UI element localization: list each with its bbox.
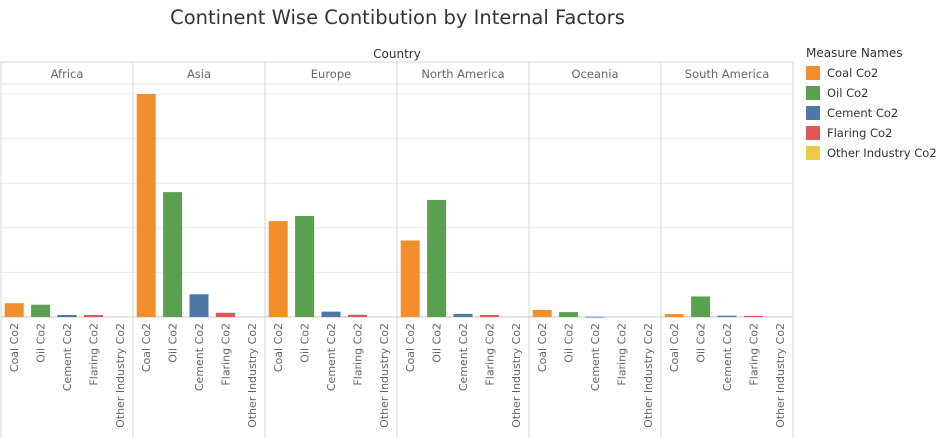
bar[interactable] (717, 315, 737, 317)
x-tick-label: Coal Co2 (404, 323, 417, 372)
bar[interactable] (4, 303, 24, 317)
bar[interactable] (400, 240, 420, 317)
panel-label: Africa (51, 67, 84, 81)
x-tick-label: Oil Co2 (695, 323, 708, 363)
legend-swatch (806, 146, 820, 160)
x-tick-label: Flaring Co2 (747, 323, 760, 386)
legend-title: Measure Names (806, 46, 903, 60)
x-tick-label: Flaring Co2 (219, 323, 232, 386)
panel-label: Asia (187, 67, 211, 81)
x-tick-label: Coal Co2 (668, 323, 681, 372)
bar[interactable] (136, 94, 156, 317)
x-tick-label: Cement Co2 (721, 323, 734, 391)
bar[interactable] (347, 314, 367, 317)
bar[interactable] (215, 312, 235, 317)
x-tick-label: Other Industry Co2 (246, 323, 259, 428)
bar[interactable] (163, 192, 183, 317)
x-tick-label: Other Industry Co2 (378, 323, 391, 428)
x-tick-label: Coal Co2 (140, 323, 153, 372)
panel-label: North America (421, 67, 504, 81)
x-tick-label: Flaring Co2 (483, 323, 496, 386)
legend-label: Other Industry Co2 (827, 146, 937, 160)
legend-swatch (806, 126, 820, 140)
legend-item[interactable]: Oil Co2 (806, 83, 945, 103)
bar[interactable] (427, 199, 447, 317)
x-tick-label: Other Industry Co2 (114, 323, 127, 428)
x-tick-label: Other Industry Co2 (642, 323, 655, 428)
x-tick-label: Coal Co2 (536, 323, 549, 372)
legend-swatch (806, 66, 820, 80)
x-tick-label: Coal Co2 (272, 323, 285, 372)
legend-label: Oil Co2 (827, 86, 869, 100)
legend-label: Flaring Co2 (827, 126, 893, 140)
bar[interactable] (453, 313, 473, 317)
x-tick-label: Coal Co2 (8, 323, 21, 372)
chart-title: Continent Wise Contibution by Internal F… (170, 6, 625, 29)
legend-label: Coal Co2 (827, 66, 879, 80)
x-tick-label: Oil Co2 (431, 323, 444, 363)
x-tick-label: Oil Co2 (35, 323, 48, 363)
legend-item[interactable]: Flaring Co2 (806, 123, 945, 143)
x-tick-label: Flaring Co2 (87, 323, 100, 386)
x-tick-label: Cement Co2 (325, 323, 338, 391)
x-tick-label: Other Industry Co2 (510, 323, 523, 428)
bar[interactable] (691, 296, 711, 317)
bar[interactable] (585, 316, 605, 318)
legend: Measure Names Coal Co2 Oil Co2 Cement Co2 F… (806, 46, 945, 163)
bar[interactable] (743, 315, 763, 317)
column-header: Country (373, 47, 421, 61)
x-tick-label: Cement Co2 (589, 323, 602, 391)
bar[interactable] (57, 314, 77, 317)
legend-item[interactable]: Cement Co2 (806, 103, 945, 123)
x-tick-label: Cement Co2 (193, 323, 206, 391)
legend-swatch (806, 106, 820, 120)
bar[interactable] (664, 314, 684, 317)
bar[interactable] (189, 294, 209, 317)
legend-item[interactable]: Coal Co2 (806, 63, 945, 83)
panel-label: Oceania (571, 67, 618, 81)
bar[interactable] (321, 311, 341, 317)
x-tick-label: Oil Co2 (167, 323, 180, 363)
x-tick-label: Flaring Co2 (351, 323, 364, 386)
bar[interactable] (559, 312, 579, 317)
legend-label: Cement Co2 (827, 106, 899, 120)
x-tick-label: Cement Co2 (61, 323, 74, 391)
panel-label: Europe (311, 67, 351, 81)
bar[interactable] (31, 304, 51, 317)
bar[interactable] (532, 309, 552, 317)
x-tick-label: Oil Co2 (299, 323, 312, 363)
bar[interactable] (479, 314, 499, 317)
x-tick-label: Oil Co2 (563, 323, 576, 363)
legend-item[interactable]: Other Industry Co2 (806, 143, 945, 163)
x-tick-label: Cement Co2 (457, 323, 470, 391)
panel-label: South America (685, 67, 770, 81)
x-tick-label: Other Industry Co2 (774, 323, 787, 428)
bar[interactable] (268, 221, 288, 317)
legend-swatch (806, 86, 820, 100)
x-tick-label: Flaring Co2 (615, 323, 628, 386)
bar[interactable] (83, 314, 103, 317)
bar[interactable] (295, 215, 315, 317)
bar-chart: Country Africa Asia Europe North America Oce… (0, 47, 794, 438)
